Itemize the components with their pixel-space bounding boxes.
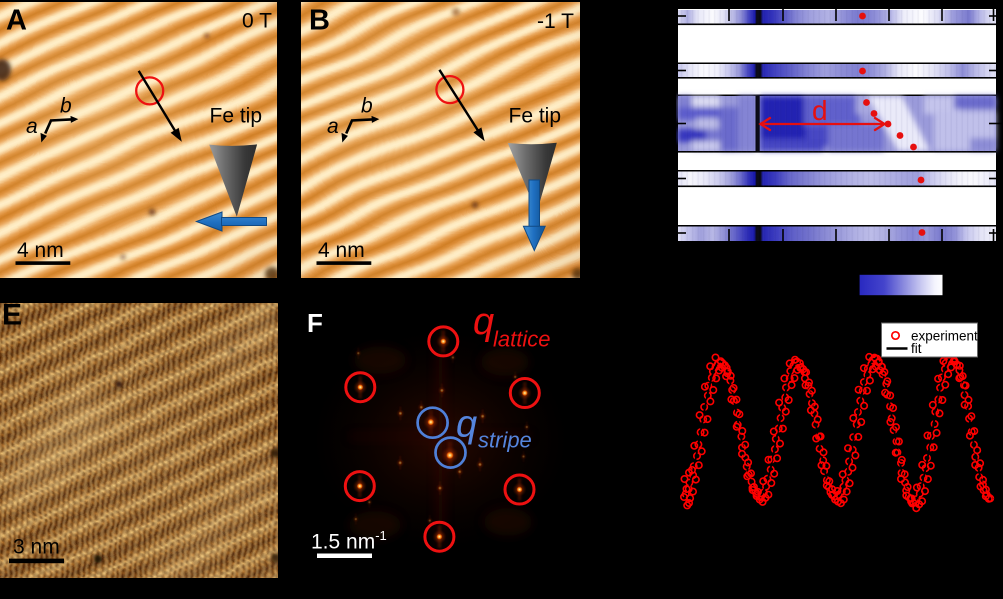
svg-text:lattice: lattice [493, 327, 550, 352]
svg-text:B: B [309, 5, 330, 37]
svg-text:d: d [812, 95, 828, 126]
svg-text:fit: fit [911, 341, 922, 356]
svg-text:a: a [327, 115, 339, 138]
svg-text:4 nm: 4 nm [17, 239, 64, 262]
svg-text:Fe tip: Fe tip [210, 105, 263, 128]
svg-text:3 nm: 3 nm [13, 536, 60, 559]
svg-text:E: E [2, 303, 22, 332]
svg-text:0 T: 0 T [242, 10, 272, 33]
svg-text:q: q [456, 404, 477, 446]
svg-text:b: b [60, 95, 72, 118]
svg-text:b: b [361, 95, 373, 118]
svg-text:-1 T: -1 T [537, 10, 574, 33]
svg-text:1.5 nm-1: 1.5 nm-1 [311, 528, 387, 554]
svg-text:4 nm: 4 nm [318, 239, 365, 262]
svg-text:q: q [473, 301, 494, 343]
svg-text:experiment: experiment [911, 329, 978, 344]
svg-text:F: F [307, 308, 323, 338]
svg-text:stripe: stripe [478, 428, 532, 453]
svg-text:Fe tip: Fe tip [509, 105, 562, 128]
svg-text:a: a [26, 115, 38, 138]
svg-text:A: A [6, 5, 27, 37]
